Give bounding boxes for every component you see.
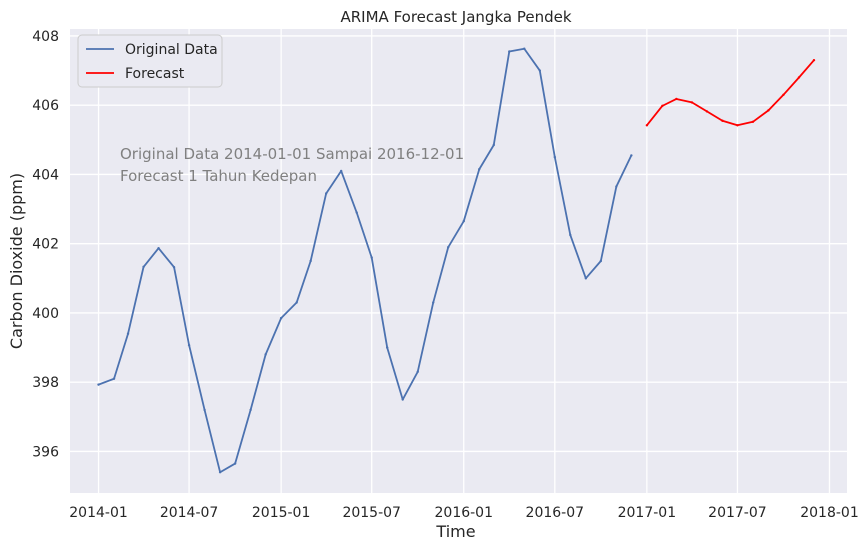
annotation-original-range: Original Data 2014-01-01 Sampai 2016-12-… <box>120 145 464 163</box>
series-line-original-data <box>97 47 633 474</box>
annotation-forecast-horizon: Forecast 1 Tahun Kedepan <box>120 167 317 185</box>
data-point <box>462 219 465 223</box>
data-point <box>203 408 206 412</box>
data-point <box>584 277 588 280</box>
chart-title: ARIMA Forecast Jangka Pendek <box>340 8 571 26</box>
y-tick-label: 408 <box>32 29 59 45</box>
x-tick-label: 2018-01 <box>800 505 859 521</box>
data-point <box>339 169 343 173</box>
legend-label: Original Data <box>125 42 218 58</box>
data-point <box>645 124 649 127</box>
data-point <box>569 233 572 237</box>
x-tick-label: 2014-01 <box>69 505 128 521</box>
data-point <box>142 265 145 269</box>
data-point <box>370 256 373 259</box>
data-point <box>233 462 237 465</box>
data-point <box>478 168 481 171</box>
data-point <box>812 58 816 62</box>
data-point <box>112 377 116 380</box>
x-tick-label: 2017-07 <box>708 505 767 521</box>
data-point <box>615 185 618 188</box>
data-point <box>324 192 328 195</box>
plot-area <box>70 29 847 493</box>
data-point <box>661 104 664 108</box>
legend-label: Forecast <box>125 66 185 82</box>
data-point <box>432 301 435 304</box>
data-point <box>690 101 694 104</box>
data-point <box>416 370 419 374</box>
data-point <box>721 119 724 122</box>
data-point <box>553 155 557 159</box>
data-point <box>187 343 191 347</box>
y-axis-label: Carbon Dioxide (ppm) <box>7 173 26 349</box>
x-tick-label: 2016-01 <box>435 505 494 521</box>
y-tick-label: 406 <box>32 98 59 114</box>
data-point <box>538 69 542 72</box>
data-point <box>309 259 312 263</box>
data-point <box>630 154 633 157</box>
data-point <box>508 50 511 53</box>
data-point <box>126 332 130 335</box>
x-tick-label: 2017-01 <box>618 505 677 521</box>
data-point <box>264 353 267 356</box>
data-point <box>97 383 100 386</box>
y-tick-label: 404 <box>32 167 59 183</box>
y-tick-label: 402 <box>32 237 59 253</box>
data-point <box>401 398 404 401</box>
data-point <box>386 346 389 349</box>
series-line-forecast <box>645 59 815 127</box>
data-point <box>782 93 785 96</box>
x-tick-label: 2014-07 <box>160 505 219 521</box>
y-tick-label: 396 <box>32 444 59 460</box>
data-point <box>355 211 358 214</box>
data-point <box>767 109 770 112</box>
data-point <box>279 316 283 320</box>
data-point <box>447 245 450 249</box>
y-tick-label: 398 <box>32 375 59 391</box>
y-tick-label: 400 <box>32 306 59 322</box>
data-point <box>736 124 739 127</box>
data-point <box>492 143 495 147</box>
data-point <box>705 110 709 113</box>
data-point <box>523 47 526 50</box>
x-tick-label: 2015-01 <box>252 505 311 521</box>
x-axis-label: Time <box>435 522 475 541</box>
data-point <box>172 266 176 269</box>
data-point <box>675 97 678 101</box>
data-point <box>599 259 603 263</box>
data-point <box>295 301 298 304</box>
data-point <box>751 120 755 124</box>
x-tick-label: 2016-07 <box>526 505 585 521</box>
data-point <box>797 76 801 79</box>
data-point <box>157 246 160 250</box>
data-point <box>249 408 252 412</box>
x-tick-label: 2015-07 <box>342 505 401 521</box>
data-point <box>218 471 222 474</box>
legend-box <box>77 34 223 88</box>
